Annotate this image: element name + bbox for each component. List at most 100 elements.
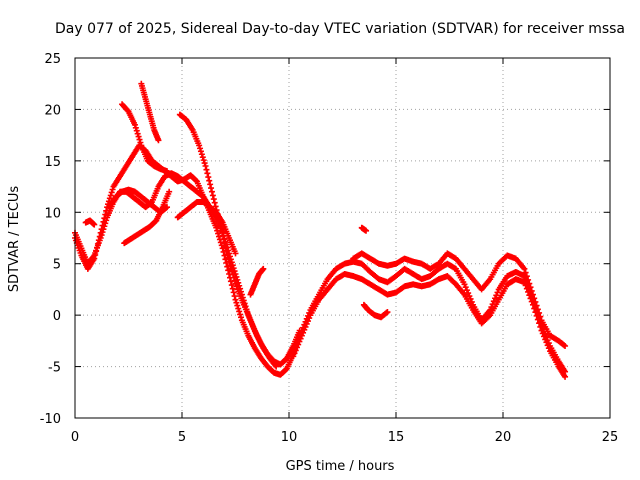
data-point — [164, 168, 171, 175]
data-point — [228, 265, 235, 272]
data-point — [232, 250, 239, 257]
data-point — [219, 232, 226, 239]
data-point — [225, 254, 232, 261]
x-axis-label: GPS time / hours — [286, 459, 395, 474]
data-point — [109, 186, 116, 193]
data-point — [199, 154, 206, 161]
data-point — [90, 253, 97, 260]
data-point — [101, 223, 108, 230]
data-point — [222, 243, 229, 250]
chart-title: Day 077 of 2025, Sidereal Day-to-day VTE… — [55, 21, 625, 37]
data-point — [220, 248, 227, 255]
data-point — [231, 277, 238, 284]
data-point — [102, 220, 109, 227]
data-point — [164, 204, 171, 211]
data-point — [131, 121, 138, 128]
data-point — [135, 133, 142, 140]
series-track-12 — [290, 271, 569, 380]
data-point — [237, 311, 244, 318]
data-point — [534, 306, 541, 313]
data-point — [210, 196, 217, 203]
data-point — [97, 235, 104, 241]
data-point — [525, 288, 532, 295]
series-track-6 — [176, 111, 280, 370]
series-track-13 — [350, 250, 569, 349]
data-point — [230, 271, 237, 278]
series-track-3 — [119, 101, 171, 175]
data-point — [232, 296, 239, 303]
y-tick-labels: -10 -5 0 5 10 15 20 25 — [40, 52, 61, 427]
data-point — [137, 139, 144, 146]
data-point — [532, 298, 539, 305]
data-point — [523, 273, 530, 280]
data-point — [133, 127, 140, 134]
data-point — [527, 284, 534, 291]
data-point — [221, 252, 228, 259]
data-point — [99, 229, 106, 236]
series-track-1 — [72, 142, 303, 378]
data-point — [233, 299, 240, 306]
data-point — [91, 221, 98, 228]
y-axis-label: SDTVAR / TECUs — [7, 186, 22, 293]
data-point — [103, 217, 110, 224]
series-track-5 — [121, 188, 173, 247]
data-point — [208, 188, 215, 195]
data-point — [525, 276, 532, 283]
data-point — [100, 226, 107, 233]
data-point — [236, 308, 243, 315]
data-point — [108, 189, 115, 196]
x-tick-label: 5 — [178, 430, 186, 445]
data-point — [227, 262, 234, 269]
data-point — [536, 309, 543, 316]
y-tick-label: 25 — [44, 52, 61, 67]
y-tick-label: 20 — [44, 103, 61, 118]
data-point — [531, 295, 538, 302]
data-point — [537, 313, 544, 320]
data-point — [521, 279, 528, 286]
data-point — [233, 283, 240, 290]
data-point — [134, 130, 141, 137]
data-point — [272, 362, 279, 369]
x-tick-labels: 0 5 10 15 20 25 — [71, 430, 618, 445]
data-point — [229, 268, 236, 275]
series-track-7 — [174, 199, 239, 257]
data-point — [212, 203, 219, 210]
data-point — [521, 265, 528, 272]
data-point — [260, 265, 267, 272]
x-tick-label: 15 — [388, 430, 405, 445]
plot-frame — [74, 57, 611, 419]
data-point — [198, 151, 205, 158]
data-point — [197, 148, 204, 155]
data-point — [196, 142, 203, 149]
data-point — [211, 199, 218, 206]
data-point — [226, 258, 233, 265]
data-point — [529, 291, 536, 298]
data-point — [208, 185, 215, 192]
x-tick-label: 0 — [71, 430, 79, 445]
data-point — [200, 157, 207, 164]
data-point — [273, 363, 280, 370]
data-point — [224, 263, 231, 270]
data-point — [562, 373, 569, 380]
data-point — [231, 293, 238, 300]
data-point — [533, 302, 540, 309]
data-point — [223, 247, 230, 254]
axis-ticks — [74, 57, 611, 419]
y-tick-label: 10 — [44, 206, 61, 221]
data-point — [203, 166, 210, 173]
data-point — [202, 163, 209, 169]
data-point — [207, 181, 214, 188]
x-tick-label: 25 — [602, 430, 619, 445]
data-point — [107, 192, 114, 199]
data-point — [223, 259, 230, 266]
data-point — [155, 137, 162, 144]
data-point — [224, 251, 231, 258]
data-point — [522, 282, 529, 289]
data-point — [221, 240, 228, 247]
data-point — [193, 177, 200, 184]
data-point — [132, 124, 139, 131]
data-point — [562, 343, 569, 349]
data-point — [204, 170, 211, 177]
series-track-2 — [72, 170, 303, 368]
